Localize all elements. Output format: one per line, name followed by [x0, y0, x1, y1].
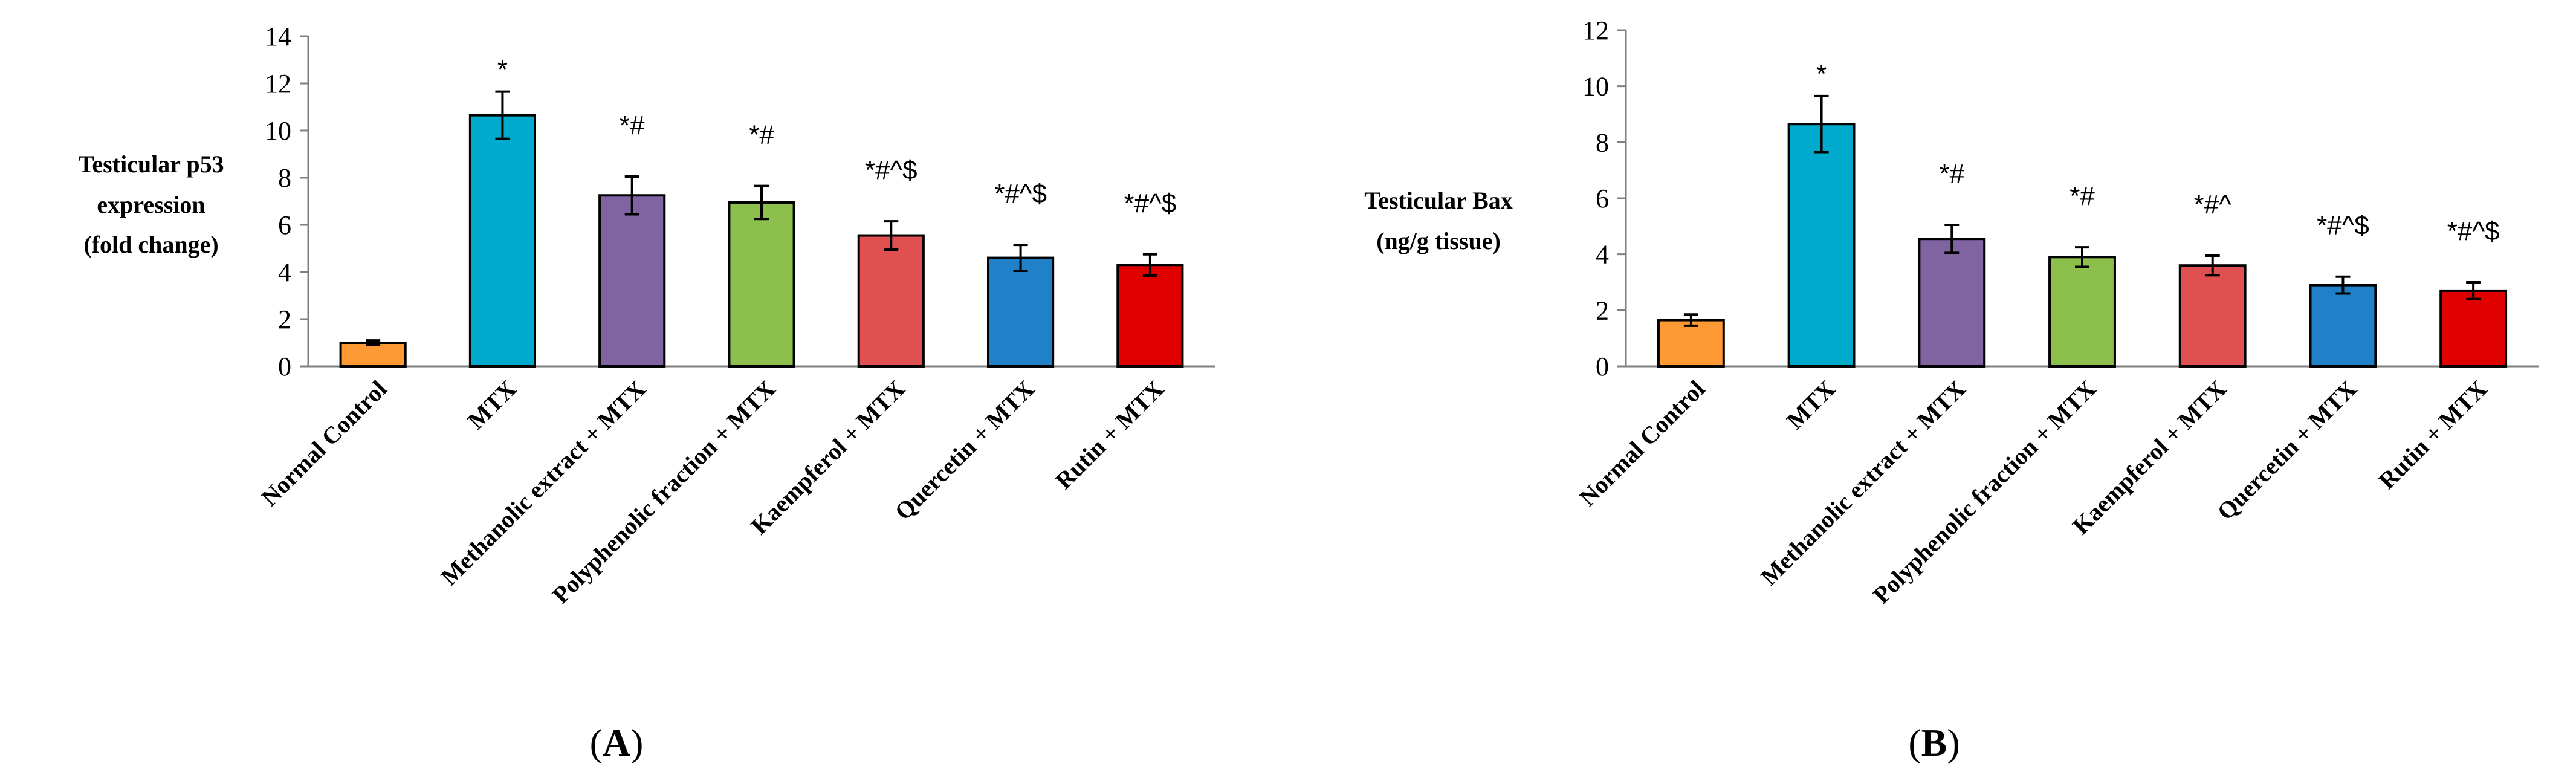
- panel-letter: A: [603, 721, 630, 764]
- x-category-label: Methanolic extract + MTX: [1755, 375, 1971, 591]
- y-axis-title-line: (fold change): [83, 231, 218, 258]
- significance-annotation: *#: [620, 111, 645, 140]
- y-tick-label: 0: [1596, 352, 1609, 381]
- x-category-label: MTX: [1781, 375, 1840, 434]
- y-tick-label: 12: [265, 69, 291, 99]
- bar: [1116, 264, 1184, 368]
- bar: [1657, 319, 1725, 368]
- panel-b-chart: 0 2 4 6 8 10 12 Testicular Bax (ng/g tissue) Norm…: [1364, 16, 2539, 764]
- significance-annotation: *#^$: [2317, 211, 2369, 241]
- x-category-label: Normal Control: [256, 375, 392, 511]
- significance-annotation: *#^$: [1124, 189, 1176, 218]
- bar: [728, 201, 795, 368]
- significance-annotation: *#^$: [994, 179, 1047, 209]
- panel-label: (A): [590, 721, 644, 764]
- bar: [2178, 264, 2247, 368]
- y-tick-label: 4: [278, 258, 291, 287]
- y-tick-label: 10: [1582, 72, 1609, 102]
- panel-label: (B): [1908, 721, 1960, 764]
- y-tick-label: 10: [265, 116, 291, 146]
- significance-annotation: *#^$: [865, 155, 917, 185]
- y-tick-label: 6: [1596, 184, 1609, 213]
- y-axis-title-line: expression: [97, 191, 205, 218]
- significance-annotation: *: [497, 55, 508, 85]
- y-axis-title-line: (ng/g tissue): [1376, 227, 1501, 254]
- bar: [857, 234, 925, 368]
- x-category-label: Quercetin + MTX: [889, 375, 1040, 525]
- x-category-label: Rutin + MTX: [1050, 375, 1169, 494]
- y-tick-label: 8: [278, 163, 291, 193]
- significance-annotation: *: [1816, 59, 1827, 89]
- y-tick-label: 0: [278, 352, 291, 381]
- significance-annotation: *#: [2070, 181, 2095, 211]
- bar: [987, 256, 1055, 368]
- bar: [1787, 123, 1856, 368]
- x-category-label: Quercetin + MTX: [2212, 375, 2362, 525]
- y-tick-label: 12: [1582, 16, 1609, 45]
- x-category-label: Methanolic extract + MTX: [435, 375, 651, 591]
- bar: [2309, 284, 2377, 368]
- bar: [468, 114, 536, 368]
- significance-annotation: *#: [1939, 159, 1964, 189]
- panel-letter: B: [1921, 721, 1947, 764]
- x-category-label: MTX: [462, 375, 522, 434]
- y-tick-label: 14: [265, 22, 291, 51]
- y-axis-title-line: Testicular Bax: [1364, 187, 1513, 214]
- x-category-label: Polyphenolic fraction + MTX: [1868, 375, 2102, 609]
- panel-a-chart: 0 2 4 6 8 10 12 14 Testicular p53 expression (fold…: [78, 22, 1215, 764]
- y-tick-label: 2: [278, 305, 291, 334]
- y-tick-label: 8: [1596, 128, 1609, 157]
- y-tick-label: 4: [1596, 240, 1609, 270]
- bar: [1918, 238, 1986, 368]
- bar: [2439, 289, 2508, 368]
- bar: [2048, 256, 2116, 368]
- significance-annotation: *#^: [2194, 190, 2232, 219]
- significance-annotation: *#^$: [2447, 216, 2500, 246]
- x-category-label: Polyphenolic fraction + MTX: [547, 375, 781, 609]
- y-tick-label: 2: [1596, 296, 1609, 325]
- bar: [598, 194, 666, 368]
- x-category-label: Normal Control: [1574, 375, 1710, 511]
- significance-annotation: *#: [749, 120, 774, 150]
- y-tick-label: 6: [278, 210, 291, 240]
- x-category-label: Rutin + MTX: [2373, 375, 2492, 494]
- y-axis-title-line: Testicular p53: [78, 151, 224, 178]
